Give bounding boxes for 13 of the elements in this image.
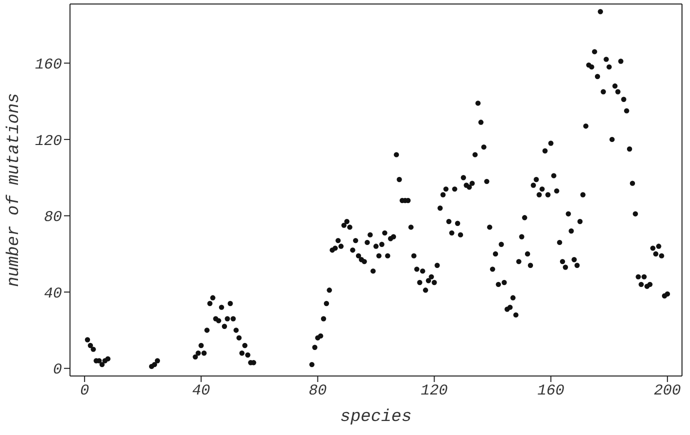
y-tick-label: 80 [44,209,62,226]
y-tick-label: 40 [44,285,62,302]
x-tick-label: 120 [420,382,448,400]
x-tick-label: 200 [654,382,681,400]
y-tick-label: 120 [34,132,62,150]
y-axis-title: number of mutations [5,93,24,287]
x-tick-label: 80 [308,382,327,400]
x-axis-title: species [340,408,412,427]
y-tick-label: 160 [34,56,62,74]
x-tick-label: 40 [192,382,210,400]
x-tick-label: 160 [537,382,564,400]
x-tick-label: 0 [80,382,90,400]
y-tick-label: 0 [52,362,62,379]
